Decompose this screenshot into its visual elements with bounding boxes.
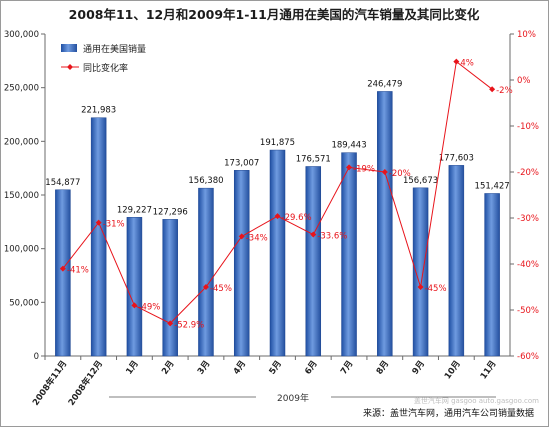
bar [198, 187, 214, 357]
legend-bar-swatch [61, 44, 77, 52]
line-value-label: -20% [389, 169, 411, 179]
left-tick-label: 150,000 [4, 191, 39, 201]
x-tick-label: 11月 [479, 359, 499, 381]
line-value-label: -2% [496, 86, 513, 96]
x-tick-label: 2月 [160, 359, 176, 377]
legend-bar-label: 通用在美国销量 [83, 43, 146, 55]
line-point [167, 320, 174, 327]
x-tick-label: 5月 [267, 359, 283, 377]
left-tick-label: 300,000 [4, 30, 39, 40]
left-tick-label: 250,000 [4, 84, 39, 94]
line-point [453, 58, 460, 65]
line-value-label: -19% [353, 164, 375, 174]
right-tick-label: -10% [517, 122, 539, 132]
bar-value-label: 173,007 [224, 158, 259, 168]
bar [269, 149, 286, 357]
watermark: 盖世汽车网 gasgoo auto.gasgoo.com [414, 396, 539, 405]
line-point [131, 302, 138, 309]
bar-series [55, 91, 500, 357]
bar-value-label: 156,380 [188, 176, 223, 186]
x-tick-label: 1月 [124, 359, 140, 377]
bar [305, 166, 322, 357]
bar-value-label: 127,296 [153, 207, 188, 217]
line-point [310, 231, 317, 238]
bar-value-label: 176,571 [296, 154, 331, 164]
bar [448, 165, 465, 357]
left-tick-label: 100,000 [4, 245, 39, 255]
x-tick-label: 2008年11月 [30, 358, 69, 407]
bar-value-labels: 154,877 221,983 129,227 127,296 156,380173,0… [45, 79, 509, 217]
line-value-label: -45% [425, 284, 447, 294]
x-tick-label: 6月 [303, 359, 319, 377]
left-tick-label: 200,000 [4, 137, 39, 147]
legend-line-marker [67, 64, 73, 70]
bar-value-label: 191,875 [260, 138, 295, 148]
left-tick-label: 50,000 [9, 298, 39, 308]
bar [484, 193, 500, 357]
legend: 通用在美国销量 同比变化率 [61, 43, 146, 74]
x-tick-label: 10月 [443, 359, 463, 381]
bar [162, 219, 178, 357]
line-point [346, 164, 353, 171]
bar [90, 117, 107, 357]
right-tick-label: -60% [517, 352, 539, 362]
bar [55, 189, 71, 357]
line-value-label: -34% [246, 233, 268, 243]
line-value-label: -41% [67, 266, 89, 276]
right-tick-label: -30% [517, 214, 539, 224]
right-tick-label: -40% [517, 260, 539, 270]
chart-title: 2008年11、12月和2009年1-11月通用在美国的汽车销量及其同比变化 [69, 7, 480, 22]
left-tick-label: 0 [34, 352, 39, 362]
bar [341, 152, 357, 357]
bar-value-label: 189,443 [331, 141, 366, 151]
bar-value-label: 154,877 [45, 178, 80, 188]
line-value-label: -31% [103, 220, 125, 230]
line-point [95, 219, 102, 226]
source-note: 来源：盖世汽车网，通用汽车公司销量数据 [363, 407, 534, 419]
line-point [381, 169, 388, 175]
line-point [489, 86, 496, 93]
line-point [417, 284, 424, 290]
bar [412, 187, 429, 357]
line-value-label: -33.6% [317, 232, 347, 242]
bar-value-label: 156,673 [403, 176, 438, 186]
bar-value-label: 177,603 [439, 153, 474, 163]
x-tick-label: 2008年12月 [66, 358, 105, 407]
line-value-label: -49% [138, 302, 160, 312]
bar-value-label: 221,983 [81, 106, 116, 116]
bar-value-label: 151,427 [475, 181, 510, 191]
bar [233, 170, 250, 357]
bar [126, 217, 143, 357]
line-point [202, 284, 209, 290]
right-tick-label: -50% [517, 306, 539, 316]
x-tick-label: 9月 [411, 359, 427, 377]
line-value-label: 4% [460, 59, 474, 69]
watermark-text: 盖世汽车网 gasgoo auto.gasgoo.com [414, 396, 539, 405]
right-tick-label: 10% [517, 30, 536, 40]
legend-line-label: 同比变化率 [83, 62, 128, 74]
x-tick-label: 4月 [232, 359, 248, 377]
group-label: 2009年 [277, 392, 309, 404]
bar [377, 91, 393, 357]
line-series: -41% -31% -49% -52.9% -45% -34% -29.6% -33.6% -1… [59, 58, 513, 330]
right-axis: -60% -50% -40% -30% -20% -10% 0% 10% [510, 30, 539, 362]
x-tick-label: 7月 [339, 359, 355, 377]
line-value-label: -52.9% [174, 320, 204, 330]
line-point [238, 233, 245, 240]
line-value-label: -29.6% [282, 213, 312, 223]
right-tick-label: -20% [517, 168, 539, 178]
line-value-label: -45% [210, 284, 232, 294]
x-tick-label: 3月 [196, 359, 212, 377]
right-tick-label: 0% [517, 76, 531, 86]
x-tick-label: 8月 [375, 359, 391, 377]
bar-value-label: 246,479 [367, 79, 402, 89]
bar-value-label: 129,227 [117, 205, 152, 215]
left-axis: 0 50,000 100,000 150,000 200,000 250,000 300,0… [4, 30, 45, 362]
line-point [59, 265, 66, 272]
line-point [274, 213, 281, 220]
